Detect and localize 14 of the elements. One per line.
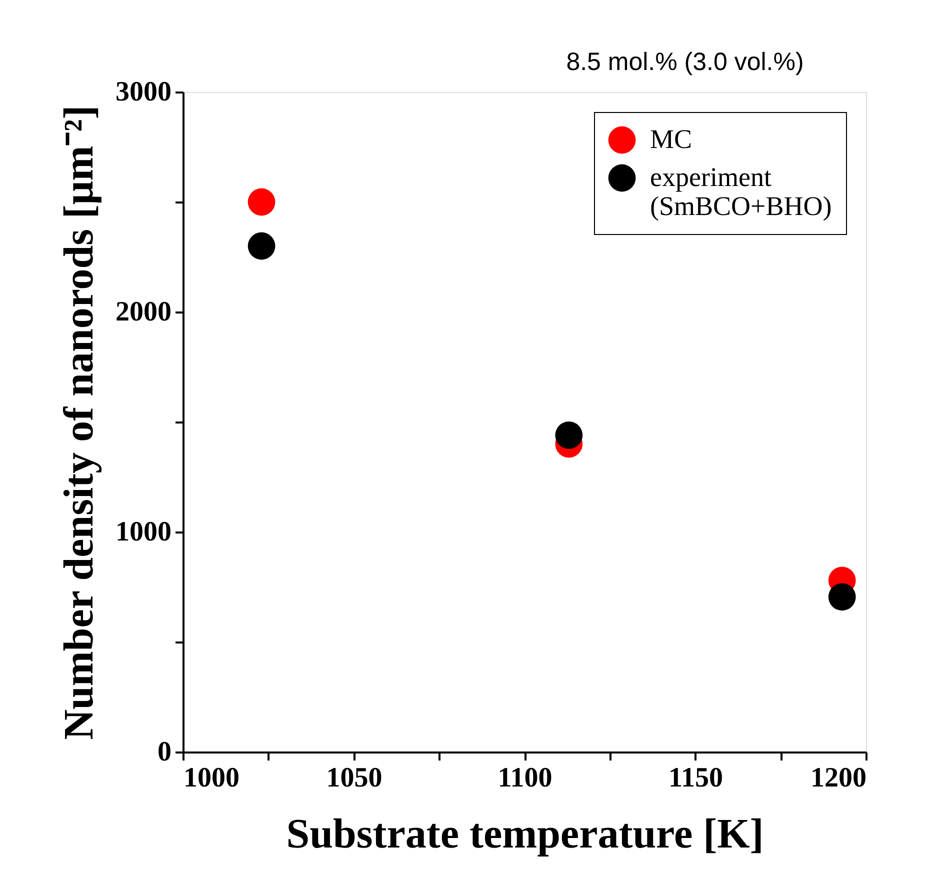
text: 8.5 mol.% (3.0 vol.%) (566, 48, 804, 76)
x-axis-title: Substrate temperature [K] (286, 812, 764, 858)
x-tick-label: 1050 (326, 762, 382, 794)
x-tick-label: 1100 (498, 762, 552, 794)
x-tick-label: 1150 (668, 762, 723, 794)
x-tick-label: 1200 (810, 762, 866, 794)
legend-label: experiment (SmBCO+BHO) (650, 162, 832, 221)
legend-label: MC (650, 124, 692, 154)
y-tick-label: 0 (158, 736, 172, 768)
y-tick-label: 2000 (116, 296, 172, 328)
y-tick-label: 3000 (116, 76, 172, 108)
y-axis-title: Number density of nanorods [μm⁻²] (56, 105, 102, 740)
y-tick-label: 1000 (116, 516, 172, 548)
x-tick-label: 1000 (184, 762, 240, 794)
